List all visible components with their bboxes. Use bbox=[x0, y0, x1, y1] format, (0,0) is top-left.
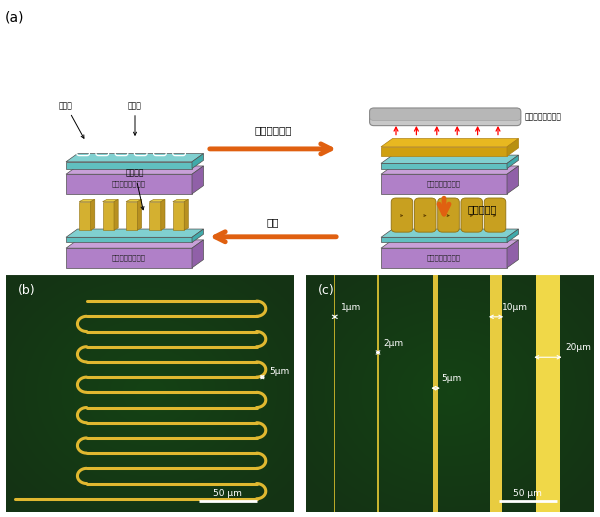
Text: (c): (c) bbox=[317, 283, 334, 297]
Polygon shape bbox=[103, 200, 118, 202]
Polygon shape bbox=[507, 240, 518, 268]
Bar bbox=[334, 274, 335, 512]
Polygon shape bbox=[381, 155, 518, 163]
FancyBboxPatch shape bbox=[415, 198, 436, 232]
FancyBboxPatch shape bbox=[461, 198, 482, 232]
FancyBboxPatch shape bbox=[370, 108, 521, 120]
Text: (b): (b) bbox=[17, 283, 35, 297]
Polygon shape bbox=[507, 139, 518, 156]
Polygon shape bbox=[103, 202, 114, 230]
Text: コーティングバー: コーティングバー bbox=[525, 112, 562, 121]
Polygon shape bbox=[66, 166, 203, 174]
Polygon shape bbox=[66, 229, 203, 237]
Polygon shape bbox=[381, 248, 507, 268]
Polygon shape bbox=[381, 166, 518, 174]
Bar bbox=[377, 274, 379, 512]
Text: 50 μm: 50 μm bbox=[214, 490, 242, 498]
Polygon shape bbox=[173, 202, 184, 230]
Text: フレキシブル基板: フレキシブル基板 bbox=[427, 181, 461, 187]
Bar bbox=[536, 274, 560, 512]
Text: 疏水性: 疏水性 bbox=[59, 101, 84, 138]
Polygon shape bbox=[173, 200, 188, 202]
Polygon shape bbox=[184, 200, 188, 230]
Polygon shape bbox=[381, 139, 518, 147]
Text: 乾燥: 乾燥 bbox=[267, 218, 279, 227]
Text: フレキシブル基板: フレキシブル基板 bbox=[112, 181, 146, 187]
Polygon shape bbox=[381, 240, 518, 248]
Polygon shape bbox=[381, 237, 507, 242]
Polygon shape bbox=[381, 174, 507, 194]
Polygon shape bbox=[126, 202, 137, 230]
FancyBboxPatch shape bbox=[484, 198, 506, 232]
Polygon shape bbox=[507, 229, 518, 242]
Polygon shape bbox=[381, 229, 518, 237]
Polygon shape bbox=[66, 248, 192, 268]
FancyBboxPatch shape bbox=[391, 198, 413, 232]
Polygon shape bbox=[79, 200, 95, 202]
Text: 50 μm: 50 μm bbox=[514, 490, 542, 498]
Text: 金属配線: 金属配線 bbox=[126, 169, 144, 210]
Text: 10μm: 10μm bbox=[502, 303, 528, 312]
Text: 5μm: 5μm bbox=[442, 374, 461, 384]
Text: インクの塗布: インクの塗布 bbox=[254, 126, 292, 135]
Polygon shape bbox=[192, 154, 203, 169]
Text: (a): (a) bbox=[5, 10, 24, 24]
Polygon shape bbox=[192, 240, 203, 268]
Polygon shape bbox=[126, 200, 142, 202]
Text: 5μm: 5μm bbox=[269, 367, 290, 376]
Polygon shape bbox=[137, 200, 142, 230]
Polygon shape bbox=[66, 162, 192, 169]
Polygon shape bbox=[192, 229, 203, 242]
Text: フレキシブル基板: フレキシブル基板 bbox=[112, 255, 146, 261]
Bar bbox=[490, 274, 502, 512]
Text: 20μm: 20μm bbox=[565, 343, 591, 353]
Text: フレキシブル基板: フレキシブル基板 bbox=[427, 255, 461, 261]
Polygon shape bbox=[149, 200, 165, 202]
Polygon shape bbox=[192, 166, 203, 194]
Text: 親水性: 親水性 bbox=[128, 101, 142, 135]
Polygon shape bbox=[381, 147, 507, 156]
Polygon shape bbox=[507, 155, 518, 169]
Polygon shape bbox=[79, 202, 91, 230]
Polygon shape bbox=[66, 240, 203, 248]
Polygon shape bbox=[161, 200, 165, 230]
Polygon shape bbox=[66, 174, 192, 194]
Polygon shape bbox=[66, 154, 203, 162]
Bar bbox=[433, 274, 439, 512]
Text: 自己組織化: 自己組織化 bbox=[468, 204, 497, 214]
Polygon shape bbox=[381, 163, 507, 169]
Polygon shape bbox=[66, 237, 192, 242]
Polygon shape bbox=[149, 202, 161, 230]
Polygon shape bbox=[114, 200, 118, 230]
Text: 1μm: 1μm bbox=[341, 303, 361, 312]
FancyBboxPatch shape bbox=[438, 198, 460, 232]
FancyBboxPatch shape bbox=[370, 108, 521, 126]
Text: 2μm: 2μm bbox=[384, 339, 404, 348]
Polygon shape bbox=[91, 200, 95, 230]
Polygon shape bbox=[507, 166, 518, 194]
